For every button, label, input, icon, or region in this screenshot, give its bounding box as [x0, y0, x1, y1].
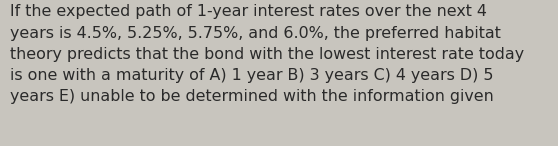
Text: If the expected path of 1-year interest rates over the next 4
years is 4.5%, 5.2: If the expected path of 1-year interest … [10, 4, 524, 104]
